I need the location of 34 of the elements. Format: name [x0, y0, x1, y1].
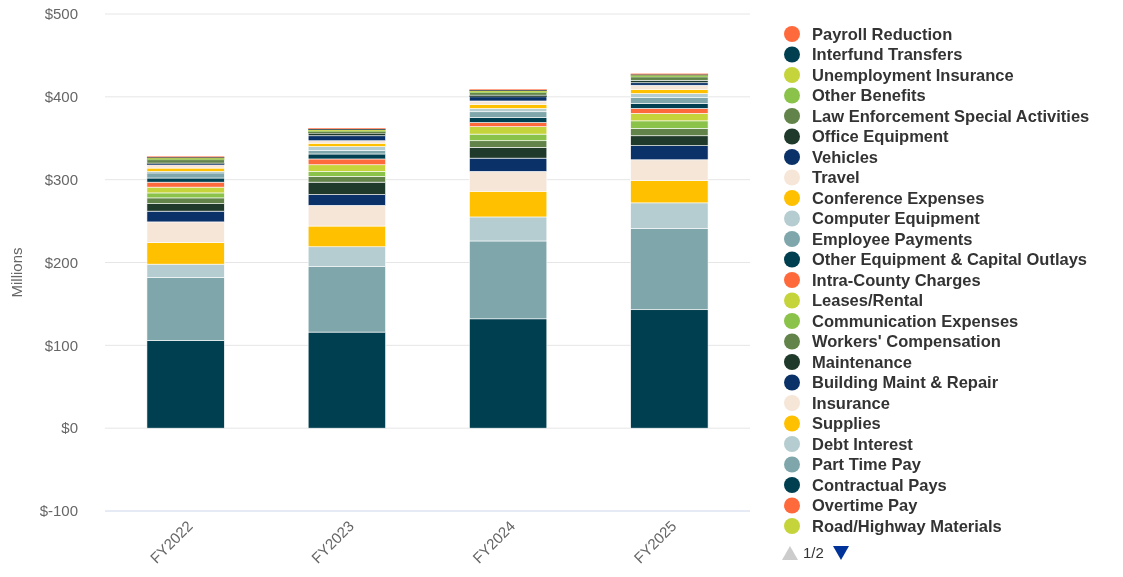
legend-label: Computer Equipment: [812, 209, 981, 228]
legend-label: Other Benefits: [812, 86, 926, 105]
y-tick-label: $400: [44, 88, 78, 106]
y-tick-label: $0: [61, 419, 78, 437]
legend-label: Interfund Transfers: [812, 45, 963, 64]
y-tick-label: $500: [44, 5, 78, 23]
legend-label: Other Equipment & Capital Outlays: [812, 250, 1088, 269]
legend-label: Workers' Compensation: [812, 332, 1001, 351]
y-tick-label: $100: [44, 336, 78, 354]
legend-label: Insurance: [812, 393, 890, 412]
legend-label: Vehicles: [812, 147, 879, 166]
y-axis-title: Millions: [8, 247, 25, 298]
legend-label: Travel: [812, 168, 860, 187]
legend-label: Contractual Pays: [812, 475, 947, 494]
legend-label: Maintenance: [812, 352, 912, 371]
legend-label: Building Maint & Repair: [812, 373, 999, 392]
text: 1/2: [803, 544, 824, 562]
legend-label: Debt Interest: [812, 434, 914, 453]
legend-label: Intra-County Charges: [812, 270, 981, 289]
legend-label: Road/Highway Materials: [812, 516, 1002, 535]
legend-label: Law Enforcement Special Activities: [812, 106, 1090, 125]
legend-label: Conference Expenses: [812, 188, 985, 207]
legend-label: Payroll Reduction: [812, 24, 953, 43]
y-tick-label: $300: [44, 170, 78, 188]
legend-label: Communication Expenses: [812, 311, 1019, 330]
legend-label: Office Equipment: [812, 127, 950, 146]
legend-label: Part Time Pay: [812, 455, 922, 474]
legend-label: Overtime Pay: [812, 496, 919, 515]
legend-label: Employee Payments: [812, 229, 973, 248]
legend-label: Unemployment Insurance: [812, 65, 1014, 84]
y-tick-label: $-100: [39, 502, 78, 520]
y-tick-label: $200: [44, 253, 78, 271]
legend-label: Supplies: [812, 414, 881, 433]
legend-label: Leases/Rental: [812, 291, 923, 310]
